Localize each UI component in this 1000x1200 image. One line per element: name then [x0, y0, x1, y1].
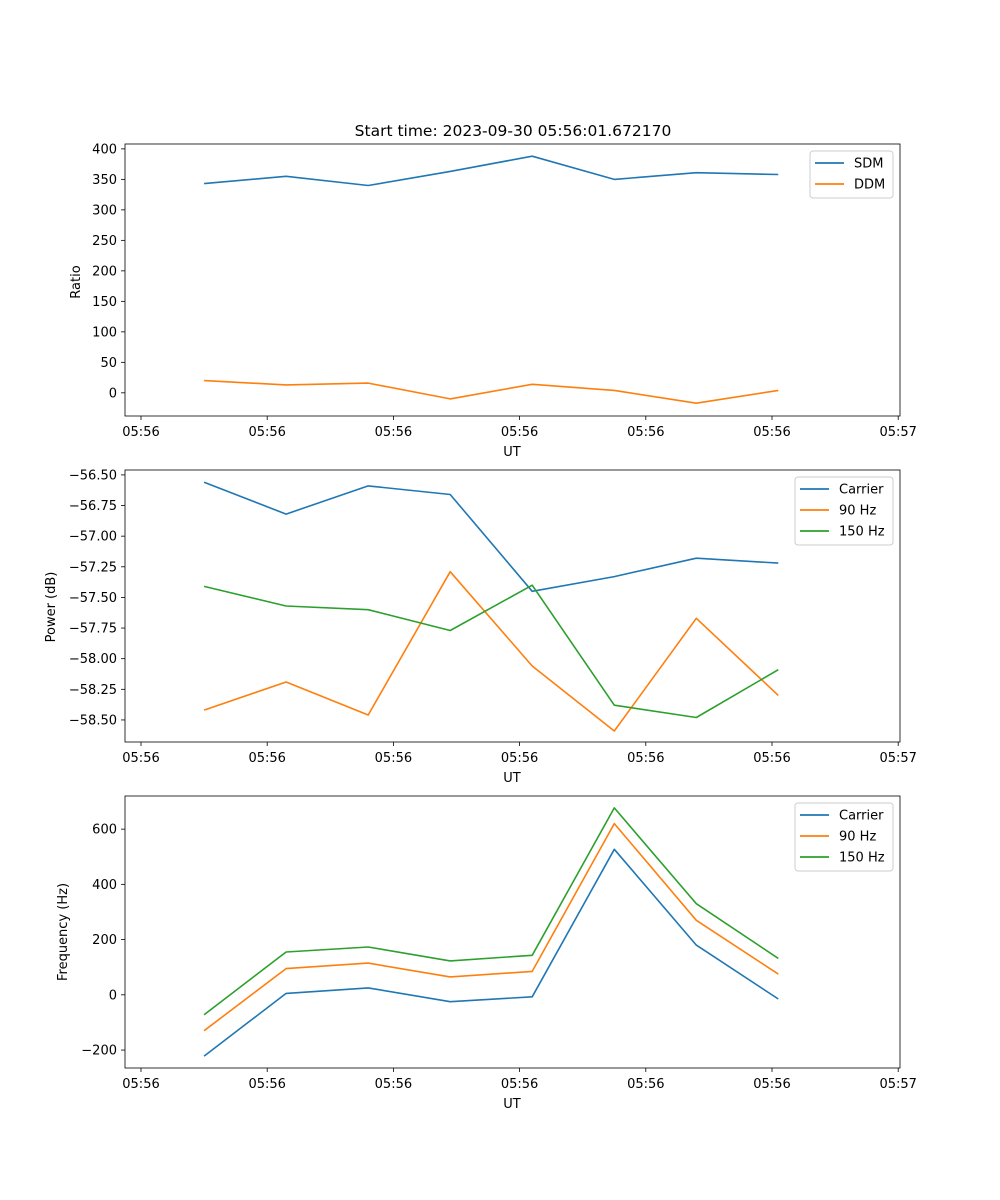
- x-tick-label: 05:56: [122, 751, 159, 766]
- series-line-150-hz: [203, 807, 779, 1016]
- y-tick-label: −57.75: [69, 622, 117, 637]
- x-tick-label: 05:57: [879, 751, 916, 766]
- x-tick-label: 05:56: [122, 425, 159, 440]
- y-axis-label: Ratio: [69, 265, 84, 298]
- series-line-carrier: [203, 848, 779, 1057]
- x-tick-label: 05:56: [375, 425, 412, 440]
- y-tick-label: −56.75: [69, 499, 117, 514]
- legend: Carrier 90 Hz 150 Hz: [794, 802, 894, 872]
- y-tick-label: 250: [92, 234, 117, 249]
- series-line-90-hz: [203, 822, 779, 1032]
- frequency-panel: Frequency (Hz) UT 05:56 05:56 05:56 05:56 05…: [56, 795, 917, 1112]
- plot-frame: [124, 795, 901, 1069]
- y-tick-label: −58.50: [69, 713, 117, 728]
- x-tick-label: 05:56: [627, 751, 664, 766]
- y-tick-label: −57.50: [69, 591, 117, 606]
- y-tick-label: 600: [92, 823, 117, 838]
- legend-box: [794, 476, 894, 546]
- power-panel: Power (dB) UT 05:56 05:56 05:56 05:56 05:56 0…: [44, 468, 917, 786]
- legend-label: Carrier: [839, 483, 884, 498]
- series-line-ddm: [204, 379, 779, 405]
- legend: SDM DDM: [809, 150, 894, 199]
- x-tick-label: 05:56: [627, 1077, 664, 1092]
- series-line-90-hz: [203, 570, 779, 732]
- x-axis-label: UT: [503, 771, 521, 786]
- y-tick-label: −200: [81, 1044, 117, 1059]
- x-tick-label: 05:56: [501, 751, 538, 766]
- x-tick-label: 05:56: [501, 425, 538, 440]
- x-tick-label: 05:56: [248, 425, 285, 440]
- y-tick-label: 0: [109, 988, 117, 1003]
- y-tick-label: 100: [92, 325, 117, 340]
- x-tick-label: 05:56: [753, 1077, 790, 1092]
- x-tick-label: 05:57: [879, 425, 916, 440]
- legend-label: 90 Hz: [839, 830, 876, 845]
- y-tick-label: −57.25: [69, 560, 117, 575]
- x-tick-label: 05:56: [753, 425, 790, 440]
- ratio-panel: Start time: 2023-09-30 05:56:01.672170 R…: [69, 122, 917, 460]
- y-tick-label: −58.25: [69, 683, 117, 698]
- series-line-150-hz: [203, 584, 779, 719]
- legend-label: 150 Hz: [839, 525, 885, 540]
- y-tick-label: 200: [92, 264, 117, 279]
- x-tick-label: 05:57: [879, 1077, 916, 1092]
- y-tick-label: −56.50: [69, 468, 117, 483]
- series-line-carrier: [203, 481, 779, 593]
- plot-frame: [124, 143, 901, 417]
- x-tick-label: 05:56: [627, 425, 664, 440]
- x-tick-label: 05:56: [248, 751, 285, 766]
- series-line-sdm: [204, 155, 779, 187]
- y-tick-label: 200: [92, 933, 117, 948]
- x-tick-label: 05:56: [753, 751, 790, 766]
- plot-frame: [124, 469, 901, 743]
- y-tick-label: 350: [92, 173, 117, 188]
- y-tick-label: −58.00: [69, 652, 117, 667]
- x-tick-label: 05:56: [501, 1077, 538, 1092]
- legend-label: SDM: [854, 157, 883, 172]
- legend-label: 90 Hz: [839, 504, 876, 519]
- y-tick-label: 400: [92, 142, 117, 157]
- y-tick-label: 150: [92, 295, 117, 310]
- y-tick-label: 0: [109, 386, 117, 401]
- chart-title: Start time: 2023-09-30 05:56:01.672170: [355, 122, 672, 140]
- x-axis-label: UT: [503, 1097, 521, 1112]
- y-tick-label: 300: [92, 203, 117, 218]
- legend: Carrier 90 Hz 150 Hz: [794, 476, 894, 546]
- x-tick-label: 05:56: [375, 1077, 412, 1092]
- y-tick-label: 400: [92, 878, 117, 893]
- legend-label: 150 Hz: [839, 851, 885, 866]
- x-tick-label: 05:56: [375, 751, 412, 766]
- y-axis-label: Frequency (Hz): [56, 883, 71, 981]
- legend-box: [794, 802, 894, 872]
- legend-label: Carrier: [839, 809, 884, 824]
- legend-label: DDM: [854, 178, 885, 193]
- y-tick-label: 50: [100, 356, 117, 371]
- x-tick-label: 05:56: [248, 1077, 285, 1092]
- x-axis-label: UT: [503, 445, 521, 460]
- y-axis-label: Power (dB): [44, 572, 59, 643]
- y-tick-label: −57.00: [69, 530, 117, 545]
- x-tick-label: 05:56: [122, 1077, 159, 1092]
